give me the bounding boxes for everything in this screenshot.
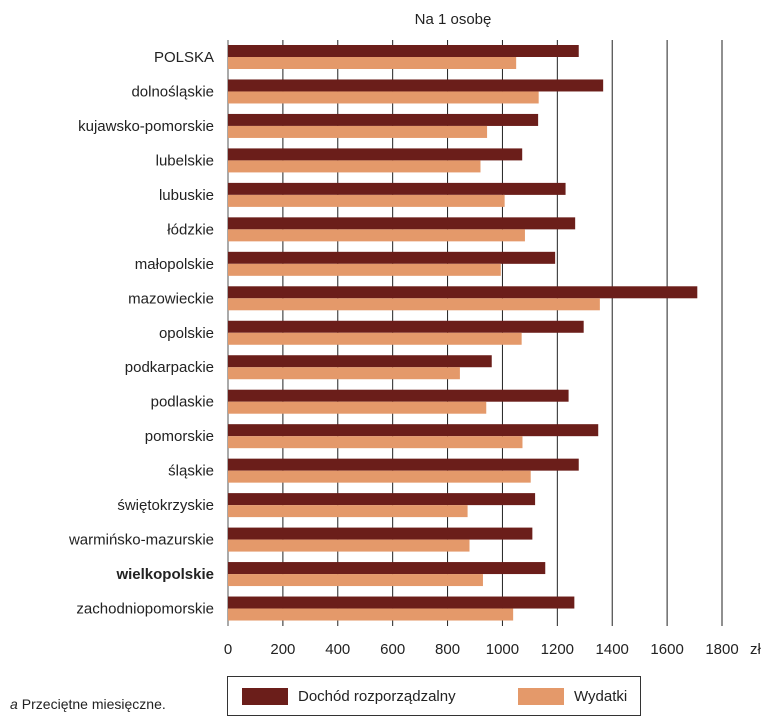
chart-title: Na 1 osobę [415,11,492,28]
x-tick-label: 600 [380,641,405,658]
bar-expenses [228,91,539,104]
category-labels: POLSKA dolnośląskie kujawsko-pomorskie lube… [68,49,214,618]
bar-income [228,458,579,471]
legend-item-income: Dochód rozporządzalny [242,677,456,715]
bar-expenses [228,332,522,345]
bar-income [228,355,492,368]
bar-expenses [228,194,505,207]
bar-income [228,527,533,540]
bar-expenses [228,505,468,518]
bar-expenses [228,608,514,621]
bars [228,45,698,621]
footnote-text: Przeciętne miesięczne. [21,696,166,712]
x-tick-labels: 0 200 400 600 800 1000 1200 1400 1600 1800 [224,641,739,658]
category-label: dolnośląskie [131,83,214,100]
bar-expenses [228,160,481,173]
bar-income [228,596,575,609]
bar-income [228,389,569,402]
x-tick-label: 200 [270,641,295,658]
x-tick-label: 1800 [705,641,738,658]
x-tick-label: 0 [224,641,232,658]
x-tick-label: 1600 [650,641,683,658]
bar-expenses [228,229,525,242]
bar-expenses [228,367,460,380]
bar-income [228,320,584,333]
legend-swatch-income [242,687,288,705]
x-tick-label: 1400 [596,641,629,658]
bar-expenses [228,57,517,69]
category-label: podkarpackie [125,359,214,376]
bar-income [228,182,566,195]
category-label: świętokrzyskie [117,497,214,514]
bar-expenses [228,125,488,138]
category-label: łódzkie [167,221,214,238]
legend: Dochód rozporządzalny Wydatki [227,676,641,716]
bar-expenses [228,539,470,552]
category-label: małopolskie [135,256,214,273]
bar-income [228,148,523,161]
legend-swatch-expenses [518,687,564,705]
footnote: a Przeciętne miesięczne. [10,696,166,712]
bar-expenses [228,574,483,587]
category-label: lubuskie [159,187,214,204]
category-label: mazowieckie [128,290,214,307]
x-tick-label: 1200 [541,641,574,658]
bar-income [228,217,576,230]
x-unit-label: zł [750,641,762,658]
bar-income [228,562,546,575]
category-label: wielkopolskie [115,566,214,583]
bar-expenses [228,298,600,311]
category-label: podlaskie [151,394,214,411]
legend-label-expenses: Wydatki [574,687,628,705]
bar-income [228,79,604,92]
x-tick-label: 400 [325,641,350,658]
bar-income [228,251,556,264]
category-label: opolskie [159,325,214,342]
legend-item-expenses: Wydatki [518,677,627,715]
bar-expenses [228,470,531,483]
bar-expenses [228,263,501,276]
bar-income [228,493,536,506]
category-label: pomorskie [145,428,214,445]
category-label: śląskie [168,463,214,480]
legend-label-income: Dochód rozporządzalny [298,687,456,705]
bar-income [228,424,599,437]
bar-income [228,113,539,126]
category-label: lubelskie [156,152,214,169]
bar-expenses [228,401,487,414]
bar-expenses [228,436,523,449]
x-tick-label: 800 [435,641,460,658]
bar-income [228,286,698,299]
bar-income [228,45,579,57]
chart: Na 1 osobę POLSKA dolnośląskie kujawsko-po… [68,11,762,658]
category-label: zachodniopomorskie [76,601,214,618]
category-label: kujawsko-pomorskie [78,118,214,135]
footnote-marker: a [10,696,18,712]
x-tick-label: 1000 [486,641,519,658]
category-label: POLSKA [154,49,214,66]
category-label: warmińsko-mazurskie [68,532,214,549]
